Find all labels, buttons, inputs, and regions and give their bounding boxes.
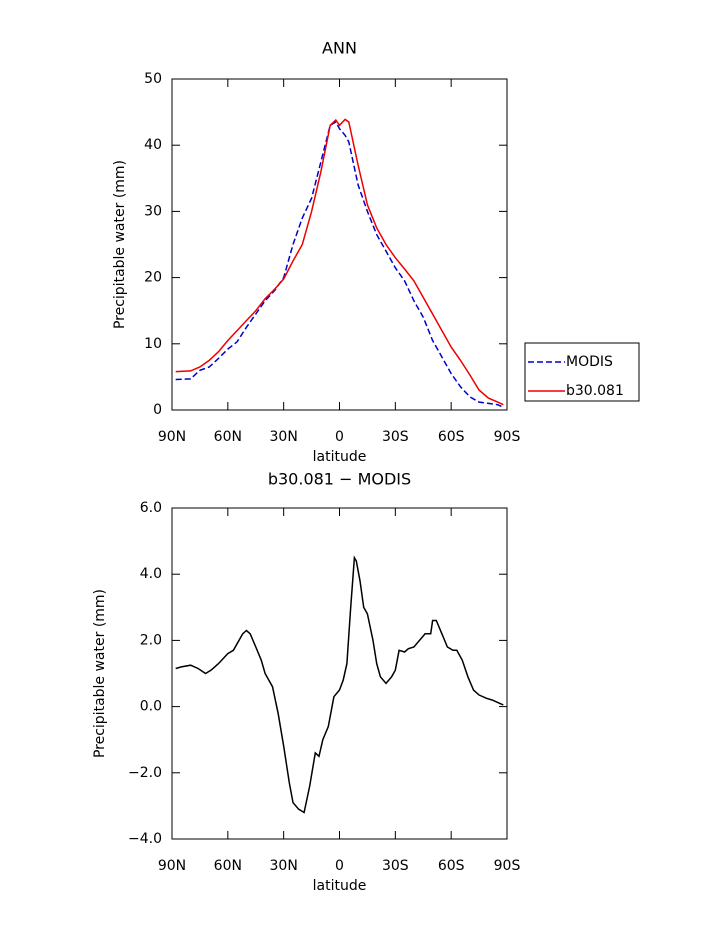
y-tick-label: 20 — [144, 270, 162, 286]
x-tick-label: 90S — [494, 858, 521, 874]
y-tick-label: 0.0 — [140, 699, 162, 715]
y-tick-label: 40 — [144, 137, 162, 153]
plot-frame — [171, 507, 508, 840]
x-tick-label: 60S — [438, 429, 465, 445]
legend-box — [524, 342, 640, 402]
data-line — [175, 120, 504, 409]
x-axis-label: latitude — [313, 878, 367, 894]
y-tick-label: 4.0 — [140, 566, 162, 582]
legend-label: MODIS — [566, 354, 613, 370]
x-tick-label: 90N — [158, 858, 186, 874]
x-tick-label: 90N — [158, 429, 186, 445]
data-line — [175, 555, 504, 814]
x-tick-label: 30N — [270, 429, 298, 445]
x-tick-label: 0 — [335, 858, 344, 874]
y-axis-label: Precipitable water (mm) — [112, 160, 128, 329]
x-tick-label: 90S — [494, 429, 521, 445]
x-tick-label: 60S — [438, 858, 465, 874]
y-tick-label: 2.0 — [140, 632, 162, 648]
y-axis-label: Precipitable water (mm) — [92, 589, 108, 758]
y-tick-label: −2.0 — [128, 765, 162, 781]
x-tick-label: 60N — [214, 858, 242, 874]
chart-title: ANN — [322, 39, 357, 58]
data-line — [175, 118, 504, 406]
x-tick-label: 60N — [214, 429, 242, 445]
y-tick-label: 10 — [144, 336, 162, 352]
legend-label: b30.081 — [566, 383, 624, 399]
y-tick-label: 6.0 — [140, 500, 162, 516]
y-tick-label: 50 — [144, 71, 162, 87]
x-tick-label: 30S — [382, 858, 409, 874]
y-tick-label: −4.0 — [128, 831, 162, 847]
x-tick-label: 30S — [382, 429, 409, 445]
x-axis-label: latitude — [313, 449, 367, 465]
x-tick-label: 0 — [335, 429, 344, 445]
y-tick-label: 30 — [144, 203, 162, 219]
chart-title: b30.081 − MODIS — [268, 470, 411, 489]
x-tick-label: 30N — [270, 858, 298, 874]
y-tick-label: 0 — [153, 402, 162, 418]
